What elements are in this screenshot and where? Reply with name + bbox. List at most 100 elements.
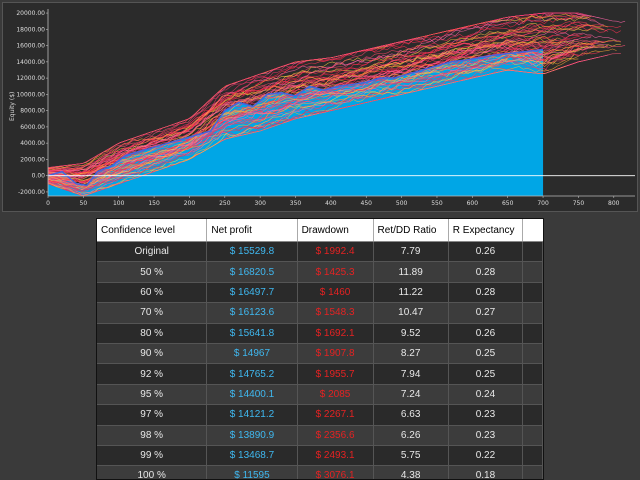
simulation-line	[47, 15, 604, 174]
table-row[interactable]: 70 % $ 16123.6 $ 1548.3 10.47 0.27	[97, 302, 543, 324]
cell-confidence-level: 70 %	[97, 302, 208, 324]
y-tick-label: 6000.00	[20, 124, 45, 131]
table-row[interactable]: 50 % $ 16820.5 $ 1425.3 11.89 0.28	[97, 261, 543, 283]
cell-confidence-level: 95 %	[97, 384, 208, 406]
cell-confidence-level: 90 %	[97, 343, 208, 365]
equity-chart-panel: 20000.00 18000.00 16000.00 14000.00 12000.00…	[2, 2, 638, 212]
y-tick-label: -2000.00	[18, 189, 45, 196]
cell-confidence-level: 98 %	[97, 425, 208, 446]
cell-r-expectancy: 0.25	[448, 343, 524, 365]
table-row[interactable]: 98 % $ 13890.9 $ 2356.6 6.26 0.23	[97, 425, 543, 446]
cell-r-expectancy: 0.25	[448, 363, 524, 385]
x-tick-label: 800	[608, 200, 620, 207]
cell-ret-dd-ratio: 10.47	[373, 302, 449, 324]
row-pad	[522, 465, 543, 479]
x-tick-label: 50	[80, 200, 88, 207]
simulation-line	[47, 39, 558, 176]
cell-confidence-level: Original	[97, 241, 208, 263]
row-pad	[522, 363, 543, 385]
cell-net-profit: $ 15641.8	[206, 323, 298, 344]
table-row[interactable]: 97 % $ 14121.2 $ 2267.1 6.63 0.23	[97, 404, 543, 426]
table-row[interactable]: Original $ 15529.8 $ 1992.4 7.79 0.26	[97, 241, 543, 263]
simulation-line	[47, 21, 587, 171]
cell-r-expectancy: 0.27	[448, 302, 524, 324]
cell-ret-dd-ratio: 6.26	[373, 425, 449, 446]
cell-ret-dd-ratio: 7.94	[373, 363, 449, 385]
cell-r-expectancy: 0.28	[448, 282, 524, 304]
y-tick-label: 18000.00	[16, 26, 45, 33]
cell-r-expectancy: 0.26	[448, 323, 524, 344]
simulation-line	[47, 62, 549, 193]
cell-net-profit: $ 13890.9	[206, 425, 298, 446]
row-pad	[522, 404, 543, 426]
cell-ret-dd-ratio: 6.63	[373, 404, 449, 426]
simulation-line	[47, 49, 579, 188]
row-pad	[522, 302, 543, 324]
row-pad	[522, 343, 543, 365]
cell-r-expectancy: 0.26	[448, 241, 524, 263]
cell-r-expectancy: 0.18	[448, 465, 524, 479]
cell-net-profit: $ 16123.6	[206, 302, 298, 324]
x-tick-label: 550	[431, 200, 443, 207]
x-tick-label: 350	[290, 200, 302, 207]
confidence-table-panel: Confidence level Net profit Drawdown Ret…	[96, 218, 544, 480]
table-row[interactable]: 100 % $ 11595 $ 3076.1 4.38 0.18	[97, 465, 543, 479]
x-tick-label: 500	[396, 200, 408, 207]
equity-chart: 20000.0018000.0016000.0014000.0012000.00…	[9, 9, 635, 207]
y-tick-label: 10000.00	[16, 91, 45, 98]
cell-drawdown: $ 2493.1	[297, 445, 374, 467]
table-row[interactable]: 80 % $ 15641.8 $ 1692.1 9.52 0.26	[97, 323, 543, 344]
cell-ret-dd-ratio: 11.22	[373, 282, 449, 304]
y-tick-label: 16000.00	[16, 43, 45, 50]
y-tick-label: 12000.00	[16, 75, 45, 82]
simulation-line	[47, 38, 570, 183]
table-row[interactable]: 95 % $ 14400.1 $ 2085 7.24 0.24	[97, 384, 543, 406]
row-pad	[522, 323, 543, 344]
cell-net-profit: $ 14400.1	[206, 384, 298, 406]
cell-drawdown: $ 1907.8	[297, 343, 374, 365]
cell-net-profit: $ 14765.2	[206, 363, 298, 385]
cell-ret-dd-ratio: 7.24	[373, 384, 449, 406]
table-row[interactable]: 90 % $ 14967 $ 1907.8 8.27 0.25	[97, 343, 543, 365]
cell-ret-dd-ratio: 7.79	[373, 241, 449, 263]
y-tick-label: 2000.00	[20, 156, 45, 163]
x-tick-label: 0	[46, 200, 50, 207]
table-row[interactable]: 60 % $ 16497.7 $ 1460 11.22 0.28	[97, 282, 543, 304]
x-tick-label: 400	[325, 200, 337, 207]
table-row[interactable]: 92 % $ 14765.2 $ 1955.7 7.94 0.25	[97, 363, 543, 385]
row-pad	[522, 261, 543, 283]
cell-ret-dd-ratio: 11.89	[373, 261, 449, 283]
cell-r-expectancy: 0.23	[448, 404, 524, 426]
cell-confidence-level: 100 %	[97, 465, 208, 479]
header-confidence-level[interactable]: Confidence level	[97, 219, 208, 242]
y-tick-label: 20000.00	[16, 10, 45, 17]
cell-net-profit: $ 11595	[206, 465, 298, 479]
header-pad	[522, 219, 543, 242]
table-header-row: Confidence level Net profit Drawdown Ret…	[97, 219, 543, 242]
cell-drawdown: $ 1955.7	[297, 363, 374, 385]
cell-confidence-level: 60 %	[97, 282, 208, 304]
simulation-line	[47, 15, 575, 175]
row-pad	[522, 241, 543, 263]
simulation-line	[47, 12, 600, 171]
cell-net-profit: $ 16820.5	[206, 261, 298, 283]
cell-drawdown: $ 3076.1	[297, 465, 374, 479]
header-ret-dd-ratio[interactable]: Ret/DD Ratio	[373, 219, 449, 242]
header-r-expectancy[interactable]: R Expectancy	[448, 219, 524, 242]
cell-drawdown: $ 1460	[297, 282, 374, 304]
row-pad	[522, 282, 543, 304]
simulation-line	[47, 40, 575, 182]
table-row[interactable]: 99 % $ 13468.7 $ 2493.1 5.75 0.22	[97, 445, 543, 467]
cell-r-expectancy: 0.22	[448, 445, 524, 467]
cell-confidence-level: 92 %	[97, 363, 208, 385]
simulation-line	[47, 12, 587, 168]
header-net-profit[interactable]: Net profit	[206, 219, 298, 242]
cell-drawdown: $ 2356.6	[297, 425, 374, 446]
cell-r-expectancy: 0.23	[448, 425, 524, 446]
simulation-line	[47, 35, 562, 175]
x-tick-label: 650	[502, 200, 514, 207]
cell-confidence-level: 97 %	[97, 404, 208, 426]
cell-drawdown: $ 1992.4	[297, 241, 374, 263]
x-tick-label: 250	[219, 200, 231, 207]
header-drawdown[interactable]: Drawdown	[297, 219, 374, 242]
